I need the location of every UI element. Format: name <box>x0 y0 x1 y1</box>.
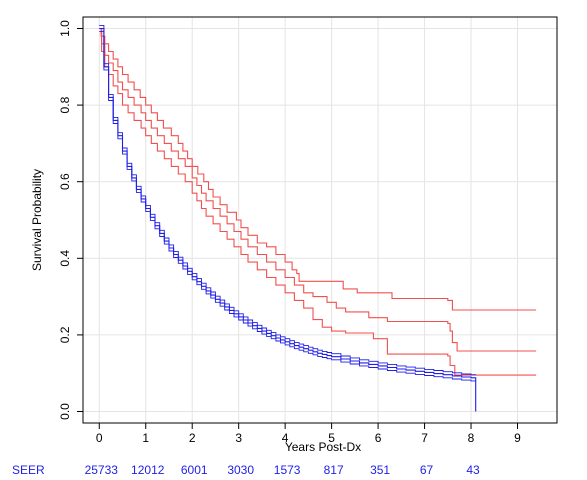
y-tick-label: 1.0 <box>58 20 72 37</box>
x-tick-label: 4 <box>282 431 289 445</box>
x-axis-title: Years Post-Dx <box>285 440 361 454</box>
grid-lines <box>83 17 557 423</box>
x-tick-label: 2 <box>189 431 196 445</box>
x-tick-label: 1 <box>142 431 149 445</box>
risk-count: 351 <box>370 463 390 477</box>
risk-count: 1573 <box>274 463 301 477</box>
y-tick-label: 0.4 <box>58 250 72 267</box>
x-tick-label: 0 <box>96 431 103 445</box>
risk-count: 67 <box>420 463 434 477</box>
x-axis: 0 1 2 3 4 5 6 7 8 9 <box>96 423 521 445</box>
y-axis: 0.0 0.2 0.4 0.6 0.8 1.0 <box>58 20 83 420</box>
survival-curves <box>99 24 537 412</box>
series-1 <box>99 27 537 352</box>
y-axis-title: Survival Probability <box>30 169 44 271</box>
series-0 <box>99 27 537 311</box>
risk-table: SEER 25733 12012 6001 3030 1573 817 351 67 43 <box>12 463 480 477</box>
x-tick-label: 5 <box>328 431 335 445</box>
x-tick-label: 8 <box>468 431 475 445</box>
x-tick-label: 3 <box>235 431 242 445</box>
series-line <box>99 27 477 412</box>
y-tick-label: 0.6 <box>58 173 72 190</box>
risk-count: 43 <box>466 463 480 477</box>
y-tick-label: 0.2 <box>58 326 72 343</box>
series-ci-line <box>99 24 477 376</box>
y-tick-label: 0.8 <box>58 96 72 113</box>
risk-table-label: SEER <box>12 463 45 477</box>
plot-frame <box>82 16 558 424</box>
y-tick-label: 0.0 <box>58 403 72 420</box>
risk-count: 6001 <box>181 463 208 477</box>
risk-count: 3030 <box>227 463 254 477</box>
x-tick-label: 6 <box>375 431 382 445</box>
series-line <box>99 27 537 352</box>
series-2 <box>99 27 537 376</box>
series-ci-line <box>99 31 477 382</box>
series-line <box>99 27 537 376</box>
x-tick-label: 7 <box>421 431 428 445</box>
risk-count: 817 <box>324 463 344 477</box>
x-tick-label: 9 <box>514 431 521 445</box>
risk-count: 25733 <box>85 463 119 477</box>
risk-count: 12012 <box>131 463 165 477</box>
series-3 <box>99 24 477 412</box>
series-line <box>99 27 537 311</box>
